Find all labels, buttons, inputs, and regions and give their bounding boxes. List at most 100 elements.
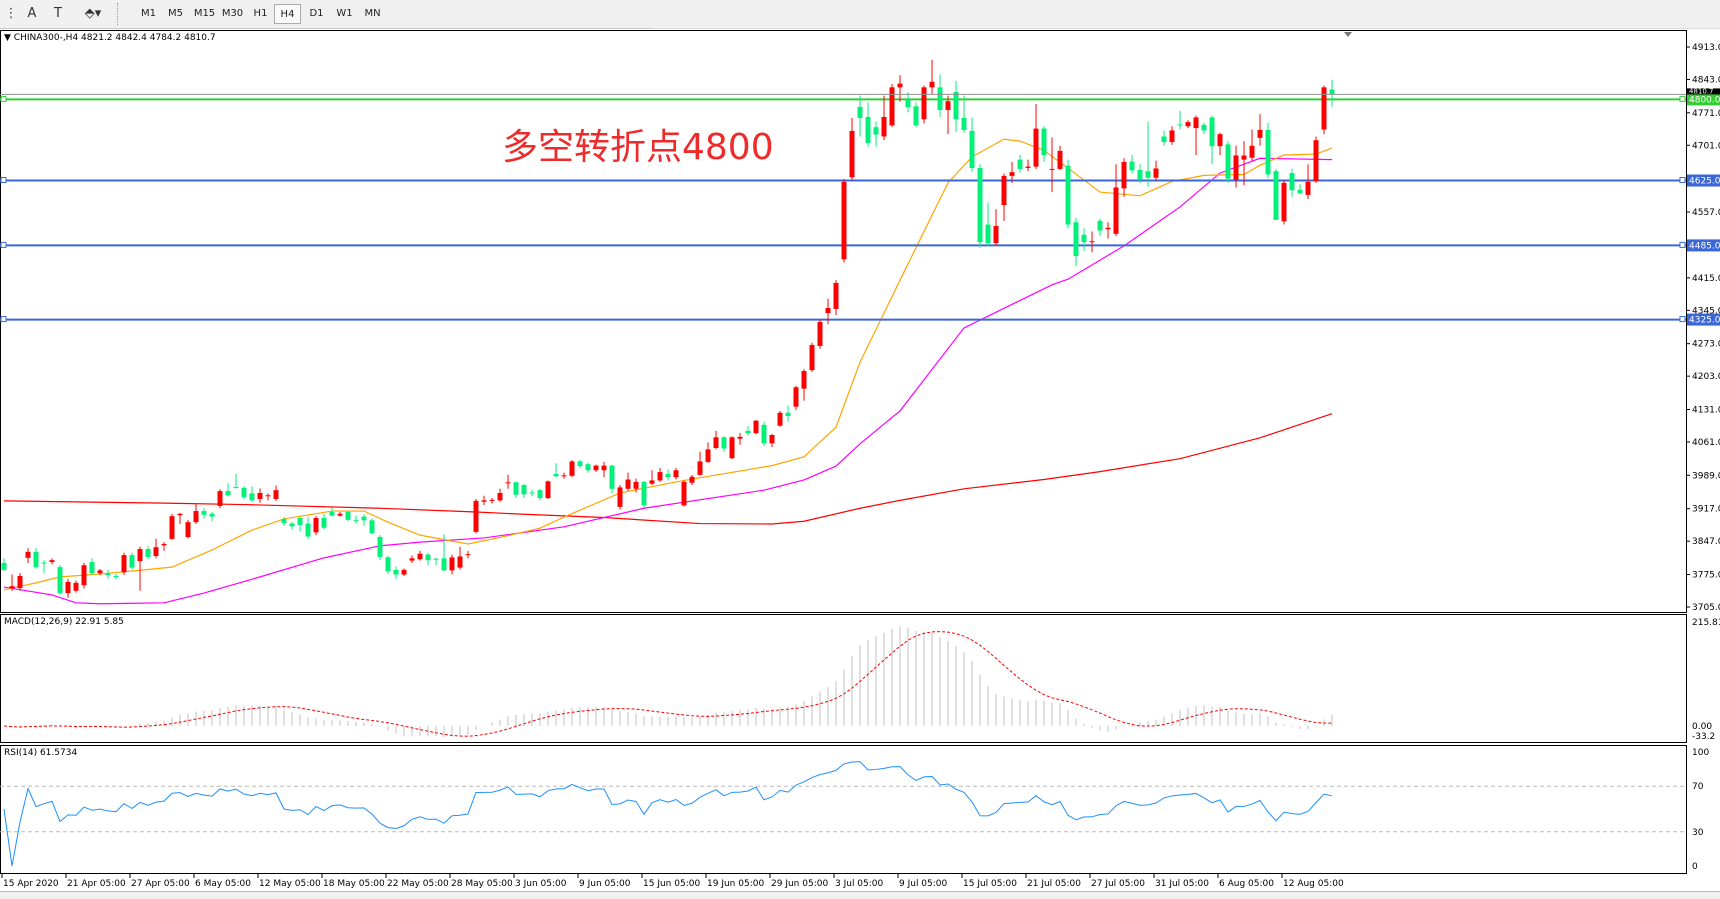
toolbar-end <box>650 0 1720 29</box>
candle-bull <box>753 420 759 434</box>
timeframe-w1-button[interactable]: W1 <box>336 8 353 19</box>
candle-bull <box>569 461 575 476</box>
candle-bear <box>361 516 367 521</box>
candle-bull <box>1241 155 1247 160</box>
candle-bear <box>745 430 751 434</box>
level-handle-left[interactable] <box>0 95 7 102</box>
level-handle-right[interactable] <box>1679 316 1686 323</box>
candle-bull <box>1305 181 1311 195</box>
level-handle-right[interactable] <box>1679 241 1686 248</box>
macd-signal-line <box>3 631 1333 737</box>
collapse-triangle-icon[interactable]: ▼ <box>4 33 14 43</box>
candle-bear <box>145 549 151 557</box>
main-panel-frame <box>0 30 1687 613</box>
candle-bull <box>49 560 55 563</box>
timeframe-h1-button[interactable]: H1 <box>253 8 268 19</box>
candle-bull <box>1009 172 1015 176</box>
candle-bull <box>1217 134 1223 147</box>
time-label: 9 Jul 05:00 <box>899 879 948 889</box>
timeframe-d1-button[interactable]: D1 <box>309 8 324 19</box>
candle-bear <box>425 554 431 561</box>
candle-bear <box>241 487 247 498</box>
candle-bull <box>1153 168 1159 178</box>
candle-bull <box>1257 129 1263 138</box>
chart-shift-marker-icon[interactable] <box>1344 32 1352 37</box>
candle-bull <box>257 492 263 499</box>
candle-bear <box>33 551 39 568</box>
candle-bull <box>617 487 623 507</box>
candle-bear <box>1297 189 1303 194</box>
candle-bull <box>137 549 143 562</box>
current-price-label: 4810.7 <box>1689 87 1714 95</box>
candle-bull <box>833 282 839 309</box>
price-tick-label: 3847.0 <box>1692 537 1720 547</box>
candle-bull <box>121 555 127 573</box>
level-handle-left[interactable] <box>0 316 7 323</box>
level-handle-left[interactable] <box>0 241 7 248</box>
grid-properties-icon[interactable]: ⋮ <box>4 6 18 21</box>
level-handle-right[interactable] <box>1679 95 1686 102</box>
candle-bull <box>81 565 87 586</box>
timeframe-m15-button[interactable]: M15 <box>193 8 216 19</box>
candle-bull <box>1025 166 1031 168</box>
timeframe-m5-button[interactable]: M5 <box>168 8 183 19</box>
level-handle-left[interactable] <box>0 177 7 184</box>
candle-bear <box>537 490 543 499</box>
candle-bear <box>761 424 767 444</box>
candle-bear <box>937 87 943 111</box>
candle-bear <box>1017 159 1023 169</box>
candle-bear <box>233 486 239 488</box>
candle-bear <box>89 562 95 574</box>
time-label: 12 May 05:00 <box>259 879 321 889</box>
toolbar: ⋮ A T ⬘▾ M1 M5 M15 M30 H1 H4 D1 W1 MN <box>0 0 1720 29</box>
candle-bull <box>65 581 71 594</box>
symbol-info: ▼ CHINA300-,H4 4821.2 4842.4 4784.2 4810… <box>4 33 216 43</box>
candle-bull <box>73 582 79 591</box>
time-label: 21 Jul 05:00 <box>1027 879 1081 889</box>
candle-bear <box>1137 169 1143 181</box>
chart-annotation-text[interactable]: 多空转折点4800 <box>502 127 774 168</box>
candle-bull <box>1033 128 1039 167</box>
candle-bear <box>289 523 295 527</box>
candle-bear <box>297 517 303 525</box>
candle-bull <box>489 499 495 501</box>
candle-bull <box>457 556 463 568</box>
candle-bull <box>161 543 167 546</box>
timeframe-m30-button[interactable]: M30 <box>221 8 244 19</box>
symbol-ohlc: CHINA300-,H4 4821.2 4842.4 4784.2 4810.7 <box>13 33 216 43</box>
time-label: 9 Jun 05:00 <box>579 879 631 889</box>
level-handle-right[interactable] <box>1679 177 1686 184</box>
candle-bear <box>913 106 919 126</box>
text-label-icon[interactable]: T <box>54 6 62 21</box>
candle-bull <box>1249 145 1255 158</box>
rsi-scale-label: 0 <box>1692 862 1698 872</box>
arrows-icon[interactable]: ⬘▾ <box>84 6 102 21</box>
timeframe-h4-button[interactable]: H4 <box>274 4 301 24</box>
candle-bull <box>593 465 599 471</box>
candle-bear <box>665 473 671 478</box>
timeframe-mn-button[interactable]: MN <box>364 8 381 19</box>
candle-bull <box>337 513 343 516</box>
candle-bear <box>57 567 63 594</box>
candle-bear <box>1265 129 1271 175</box>
price-tick-label: 4345.0 <box>1692 306 1720 316</box>
candle-bull <box>1049 168 1055 170</box>
candle-bull <box>929 81 935 88</box>
candle-bull <box>1233 155 1239 180</box>
candle-bull <box>801 371 807 389</box>
candle-bear <box>41 562 47 564</box>
price-tick-label: 4913.0 <box>1692 43 1720 53</box>
rsi-line <box>3 761 1333 867</box>
candle-bull <box>897 83 903 88</box>
candle-bear <box>1289 173 1295 191</box>
rsi-scale-label: 70 <box>1692 782 1704 792</box>
candle-bull <box>1105 227 1111 230</box>
chart-tabs-strip[interactable] <box>0 891 1720 899</box>
text-icon[interactable]: A <box>27 6 37 21</box>
candle-bull <box>697 461 703 475</box>
timeframe-m1-button[interactable]: M1 <box>141 8 156 19</box>
candle-bear <box>369 520 375 534</box>
candle-bull <box>809 345 815 371</box>
time-label: 3 Jun 05:00 <box>515 879 567 889</box>
